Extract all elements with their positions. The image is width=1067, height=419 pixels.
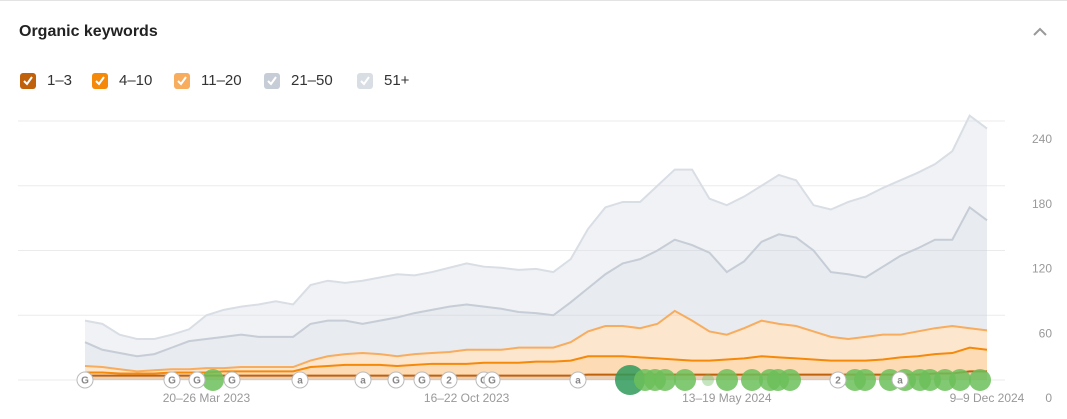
annotation-label: G	[418, 376, 426, 387]
annotation-marker[interactable]	[569, 371, 587, 389]
annotation-marker[interactable]	[413, 371, 431, 389]
event-marker[interactable]	[202, 369, 224, 391]
event-marker[interactable]	[969, 369, 991, 391]
annotation-marker[interactable]	[891, 371, 909, 389]
y-tick-label: 240	[1032, 132, 1052, 146]
annotation-marker[interactable]	[387, 371, 405, 389]
annotation-marker[interactable]	[76, 371, 94, 389]
y-tick-label: 60	[1039, 326, 1053, 340]
y-tick-label: 180	[1032, 197, 1052, 211]
area	[85, 310, 987, 374]
y-tick-label: 120	[1032, 262, 1052, 276]
annotation-label: a	[897, 376, 903, 387]
annotation-marker[interactable]	[829, 371, 847, 389]
collapse-toggle[interactable]	[1033, 27, 1047, 36]
legend-label: 51+	[384, 72, 410, 89]
y-tick-label: 0	[1045, 391, 1052, 405]
annotation-marker[interactable]	[354, 371, 372, 389]
legend-check	[267, 76, 277, 86]
chart-title: Organic keywords	[19, 23, 158, 40]
series-line	[84, 114, 988, 340]
annotation-marker[interactable]	[223, 371, 241, 389]
annotation-label: G	[228, 376, 236, 387]
series-line	[84, 205, 988, 358]
legend-label: 11–20	[201, 72, 242, 89]
x-tick-label: 9–9 Dec 2024	[950, 391, 1025, 405]
event-marker[interactable]	[949, 369, 971, 391]
event-marker[interactable]	[854, 369, 876, 391]
legend-check	[95, 76, 105, 86]
event-marker[interactable]	[702, 374, 714, 386]
legend-label: 1–3	[47, 72, 72, 89]
annotation-label: G	[193, 376, 201, 387]
annotation-label: G	[168, 376, 176, 387]
legend-check	[23, 76, 33, 86]
annotation-label: 2	[446, 376, 452, 387]
x-tick-label: 13–19 May 2024	[682, 391, 772, 405]
annotation-label: G	[392, 376, 400, 387]
annotation-marker[interactable]	[188, 371, 206, 389]
annotation-label: 2	[835, 376, 841, 387]
legend-check	[177, 76, 187, 86]
event-marker[interactable]	[654, 369, 676, 391]
annotation-label: G	[81, 376, 89, 387]
annotation-marker[interactable]	[291, 371, 309, 389]
x-tick-label: 20–26 Mar 2023	[163, 391, 251, 405]
annotation-label: a	[297, 376, 303, 387]
legend-label: 4–10	[119, 72, 152, 89]
annotation-label: a	[360, 376, 366, 387]
legend-check	[360, 76, 370, 86]
event-marker[interactable]	[674, 369, 696, 391]
area	[85, 207, 987, 372]
annotation-label: G	[488, 376, 496, 387]
area	[85, 115, 987, 357]
event-marker[interactable]	[741, 369, 763, 391]
x-tick-label: 16–22 Oct 2023	[424, 391, 510, 405]
legend-label: 21–50	[291, 72, 333, 89]
annotation-label: a	[575, 376, 581, 387]
event-marker[interactable]	[779, 369, 801, 391]
annotation-marker[interactable]	[483, 371, 501, 389]
event-marker[interactable]	[716, 369, 738, 391]
series-line	[85, 346, 988, 375]
annotation-marker[interactable]	[163, 371, 181, 389]
series-line	[84, 309, 988, 373]
annotation-marker[interactable]	[440, 371, 458, 389]
